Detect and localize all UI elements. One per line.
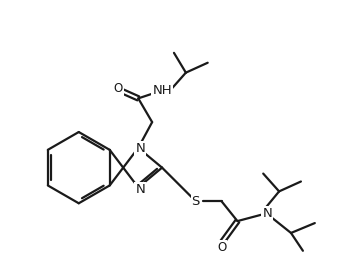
Text: S: S (192, 195, 200, 208)
Text: O: O (114, 82, 123, 95)
Text: NH: NH (152, 84, 172, 97)
Text: N: N (262, 207, 272, 220)
Text: N: N (135, 183, 145, 196)
Text: N: N (135, 142, 145, 155)
Text: O: O (217, 241, 226, 254)
